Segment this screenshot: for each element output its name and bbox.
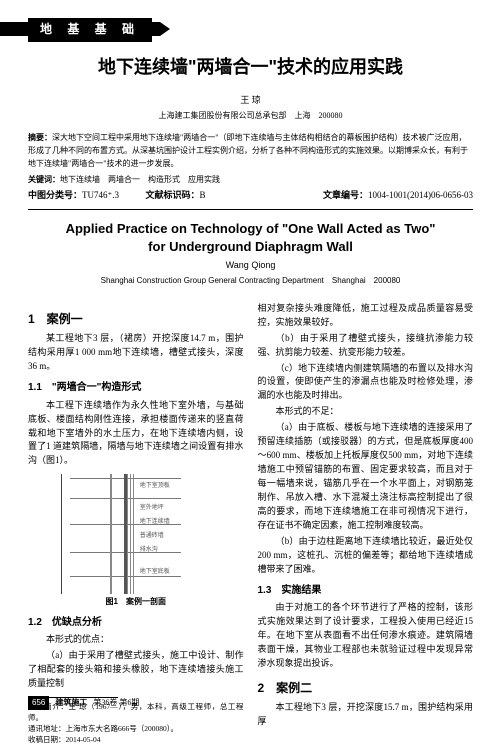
para: 某工程地下3 层，（裙房）开挖深度14.7 m，围护结构采用厚1 000 mm地… bbox=[28, 332, 244, 374]
title-cn: 地下连续墙"两墙合一"技术的应用实践 bbox=[28, 54, 473, 82]
figure-1-caption: 图1 案例一剖面 bbox=[28, 596, 244, 608]
heading-1-3: 1.3 实施结果 bbox=[258, 583, 474, 599]
author-cn: 王 琼 bbox=[28, 94, 473, 108]
para: 相对复杂接头难度降低，施工过程及成品质量容易受控，实施效果较好。 bbox=[258, 302, 474, 330]
para: （a）由于采用了槽壁式接头，施工中设计、制作了相配套的接头箱和接头橡胶，地下连续… bbox=[28, 649, 244, 691]
para: （b）由于边柱距离地下连续墙比较近，最近处仅200 mm，这桩孔、沉桩的偏差等；… bbox=[258, 535, 474, 577]
recv-text: 2014-05-04 bbox=[66, 735, 101, 744]
title-en-line1: Applied Practice on Technology of "One W… bbox=[66, 221, 436, 236]
affil-en: Shanghai Construction Group General Cont… bbox=[28, 275, 473, 287]
recv-label: 收稿日期： bbox=[28, 735, 66, 744]
para: （c）地下连续墙内侧建筑隔墙的布置以及排水沟的设置，使即使产生的渗漏点也能及时检… bbox=[258, 362, 474, 404]
heading-case2: 2 案例二 bbox=[258, 679, 474, 698]
clc-value: TU746⁺.3 bbox=[82, 190, 119, 200]
doccode-label: 文献标识码： bbox=[146, 190, 200, 200]
addr-label: 通讯地址： bbox=[28, 724, 66, 733]
para: （a）由于底板、楼板与地下连续墙的连接采用了预留连续插筋（或接驳器）的方式，但是… bbox=[258, 421, 474, 533]
keywords-block: 关键词：地下连续墙 两墙合一 构造形式 应用实践 bbox=[28, 174, 473, 187]
banner-text: 地 基 基 础 bbox=[28, 18, 152, 42]
figure-1: 地下室顶板 室外地坪 地下连续墙 普通砖墙 排水沟 地下室底板 图1 案例一剖面 bbox=[28, 474, 244, 608]
title-en-line2: for Underground Diaphragm Wall bbox=[148, 239, 353, 254]
divider-rule bbox=[28, 209, 473, 210]
heading-1-1: 1.1 "两墙合一"构造形式 bbox=[28, 380, 244, 396]
para: 本形式的优点： bbox=[28, 633, 244, 647]
meta-row: 中图分类号：TU746⁺.3 文献标识码：B 文章编号：1004-1001(20… bbox=[28, 189, 473, 203]
keywords-label: 关键词： bbox=[28, 175, 60, 184]
author-en: Wang Qiong bbox=[28, 259, 473, 273]
para: （b）由于采用了槽壁式接头，接缝抗渗能力较强、抗剪能力较差、抗变形能力较差。 bbox=[258, 332, 474, 360]
para: 本工程下连续墙作为永久性地下室外墙，与基础底板、楼面结构刚性连接，承担楼面传递来… bbox=[28, 399, 244, 469]
affil-cn: 上海建工集团股份有限公司总承包部 上海 200080 bbox=[28, 110, 473, 122]
issue-info: 第36卷 第6期 bbox=[93, 697, 139, 709]
addr-text: 上海市东大名路666号（200080）。 bbox=[66, 724, 179, 733]
title-en: Applied Practice on Technology of "One W… bbox=[28, 220, 473, 255]
para: 本工程地下3 层，开挖深度15.7 m，围护结构采用厚 bbox=[258, 701, 474, 729]
docno-label: 文章编号： bbox=[323, 190, 368, 200]
page-footer: 656 建筑施工 第36卷 第6期 bbox=[28, 696, 139, 710]
para: 本形式的不足： bbox=[258, 405, 474, 419]
heading-1-2: 1.2 优缺点分析 bbox=[28, 615, 244, 631]
heading-case1: 1 案例一 bbox=[28, 310, 244, 329]
keywords-text: 地下连续墙 两墙合一 构造形式 应用实践 bbox=[60, 175, 220, 184]
clc-label: 中图分类号： bbox=[28, 190, 82, 200]
abstract-text: 深大地下空间工程中采用地下连续墙"两墙合一"（即地下连续墙与主体结构相结合的幕板… bbox=[28, 133, 468, 168]
abstract-block: 摘要：深大地下空间工程中采用地下连续墙"两墙合一"（即地下连续墙与主体结构相结合… bbox=[28, 132, 473, 170]
docno-value: 1004-1001(2014)06-0656-03 bbox=[368, 190, 473, 200]
section-banner: 地 基 基 础 bbox=[0, 18, 200, 40]
figure-1-drawing: 地下室顶板 室外地坪 地下连续墙 普通砖墙 排水沟 地下室底板 bbox=[61, 474, 211, 594]
body-columns: 1 案例一 某工程地下3 层，（裙房）开挖深度14.7 m，围护结构采用厚1 0… bbox=[28, 302, 473, 746]
journal-name: 建筑施工 bbox=[55, 697, 87, 709]
doccode-value: B bbox=[200, 190, 206, 200]
abstract-label: 摘要： bbox=[28, 133, 52, 142]
para: 由于对施工的各个环节进行了严格的控制，该形式实施效果达到了设计要求，工程投入使用… bbox=[258, 601, 474, 671]
page-number: 656 bbox=[28, 696, 49, 710]
